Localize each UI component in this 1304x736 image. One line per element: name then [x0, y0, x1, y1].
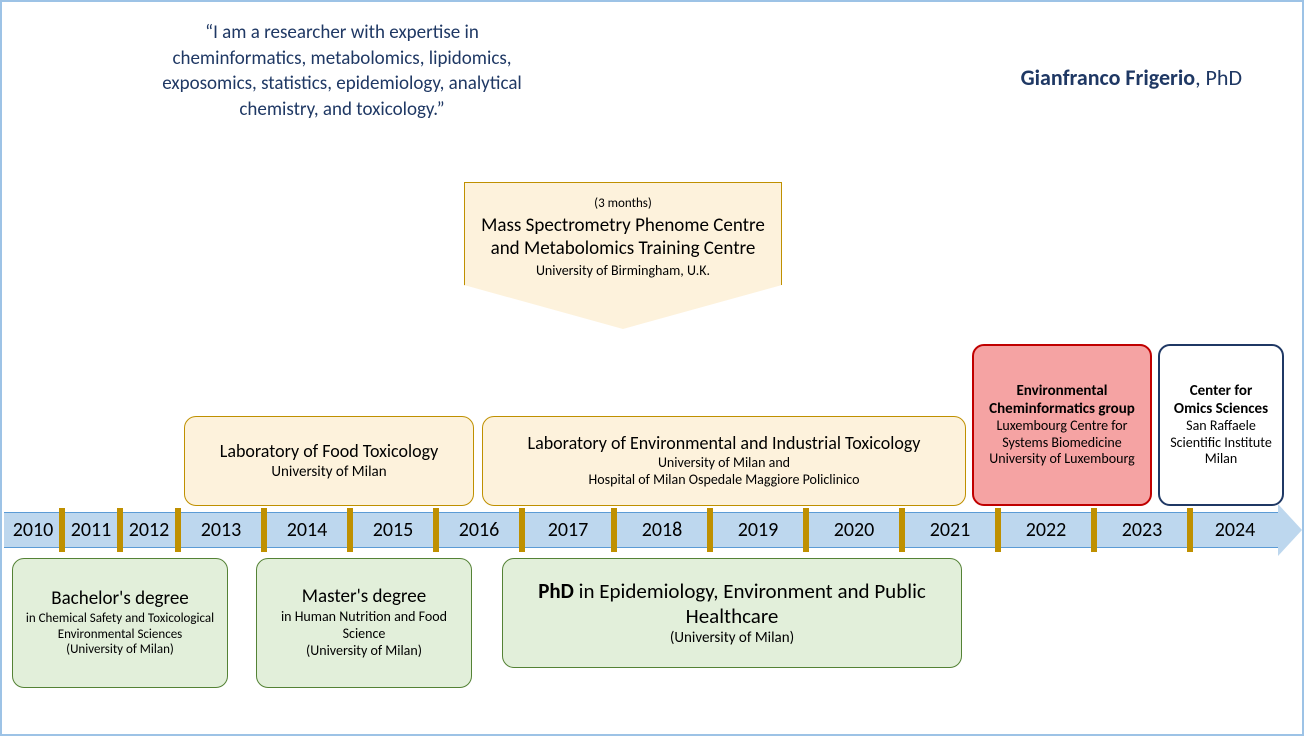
lab-food-tox-title: Laboratory of Food Toxicology [195, 441, 463, 463]
masters-sub: in Human Nutrition and Food Science [267, 609, 461, 643]
phd-sub2: (University of Milan) [513, 629, 951, 647]
tick-2022 [995, 508, 1001, 552]
phd: PhD in Epidemiology, Environment and Pub… [502, 558, 962, 668]
quote-text: “I am a researcher with expertise in che… [152, 20, 532, 123]
center-omics-sub: San Raffaele Scientific Institute [1170, 418, 1272, 452]
visiting-position-callout: (3 months) Mass Spectrometry Phenome Cen… [464, 182, 782, 329]
env-cheminf-title: Environmental Cheminformatics group [984, 382, 1140, 418]
tick-2018 [611, 508, 617, 552]
env-cheminf-sub2: University of Luxembourg [984, 451, 1140, 468]
env-cheminf: Environmental Cheminformatics groupLuxem… [972, 344, 1152, 506]
lab-env-ind-tox: Laboratory of Environmental and Industri… [482, 416, 966, 506]
tick-2011 [59, 508, 65, 552]
author: Gianfranco Frigerio, PhD [1021, 64, 1242, 91]
pentagon-arrow [464, 285, 782, 329]
year-2022: 2022 [998, 512, 1094, 548]
tick-2024 [1187, 508, 1193, 552]
tick-2023 [1091, 508, 1097, 552]
year-2010: 2010 [4, 512, 62, 548]
year-2016: 2016 [436, 512, 522, 548]
tick-2020 [803, 508, 809, 552]
center-omics-sub2: Milan [1170, 451, 1272, 468]
year-2014: 2014 [264, 512, 350, 548]
lab-env-ind-tox-sub: University of Milan and [493, 455, 955, 472]
masters: Master's degreein Human Nutrition and Fo… [256, 558, 472, 688]
year-2020: 2020 [806, 512, 902, 548]
center-omics: Center for Omics SciencesSan Raffaele Sc… [1158, 344, 1284, 506]
year-2012: 2012 [120, 512, 178, 548]
env-cheminf-sub: Luxembourg Centre for Systems Biomedicin… [984, 418, 1140, 452]
lab-food-tox-sub: University of Milan [195, 463, 463, 481]
year-2015: 2015 [350, 512, 436, 548]
year-2019: 2019 [710, 512, 806, 548]
year-2011: 2011 [62, 512, 120, 548]
author-name: Gianfranco Frigerio [1021, 64, 1195, 91]
bachelors-sub2: (University of Milan) [23, 642, 217, 658]
year-2013: 2013 [178, 512, 264, 548]
masters-title: Master's degree [267, 586, 461, 609]
bachelors-title: Bachelor's degree [23, 588, 217, 611]
tick-2016 [433, 508, 439, 552]
visiting-title: Mass Spectrometry Phenome Centre and Met… [479, 214, 767, 260]
lab-food-tox: Laboratory of Food ToxicologyUniversity … [184, 416, 474, 506]
year-2024: 2024 [1190, 512, 1280, 548]
center-omics-title: Center for Omics Sciences [1170, 382, 1272, 418]
year-2023: 2023 [1094, 512, 1190, 548]
tick-2019 [707, 508, 713, 552]
timeline-axis: 2010201120122013201420152016201720182019… [4, 512, 1300, 548]
tick-2014 [261, 508, 267, 552]
tick-2012 [117, 508, 123, 552]
bachelors-sub: in Chemical Safety and Toxicological Env… [23, 611, 217, 642]
lab-env-ind-tox-sub2: Hospital of Milan Ospedale Maggiore Poli… [493, 472, 955, 489]
visiting-duration: (3 months) [594, 196, 652, 211]
year-2018: 2018 [614, 512, 710, 548]
author-suffix: , PhD [1195, 64, 1242, 91]
masters-sub2: (University of Milan) [267, 643, 461, 660]
tick-2013 [175, 508, 181, 552]
tick-2015 [347, 508, 353, 552]
lab-env-ind-tox-title: Laboratory of Environmental and Industri… [493, 433, 955, 455]
bachelors: Bachelor's degreein Chemical Safety and … [12, 558, 228, 688]
tick-2021 [899, 508, 905, 552]
visiting-sub: University of Birmingham, U.K. [479, 262, 767, 279]
year-2017: 2017 [522, 512, 614, 548]
tick-2017 [519, 508, 525, 552]
year-2021: 2021 [902, 512, 998, 548]
axis-arrowhead [1278, 504, 1302, 556]
